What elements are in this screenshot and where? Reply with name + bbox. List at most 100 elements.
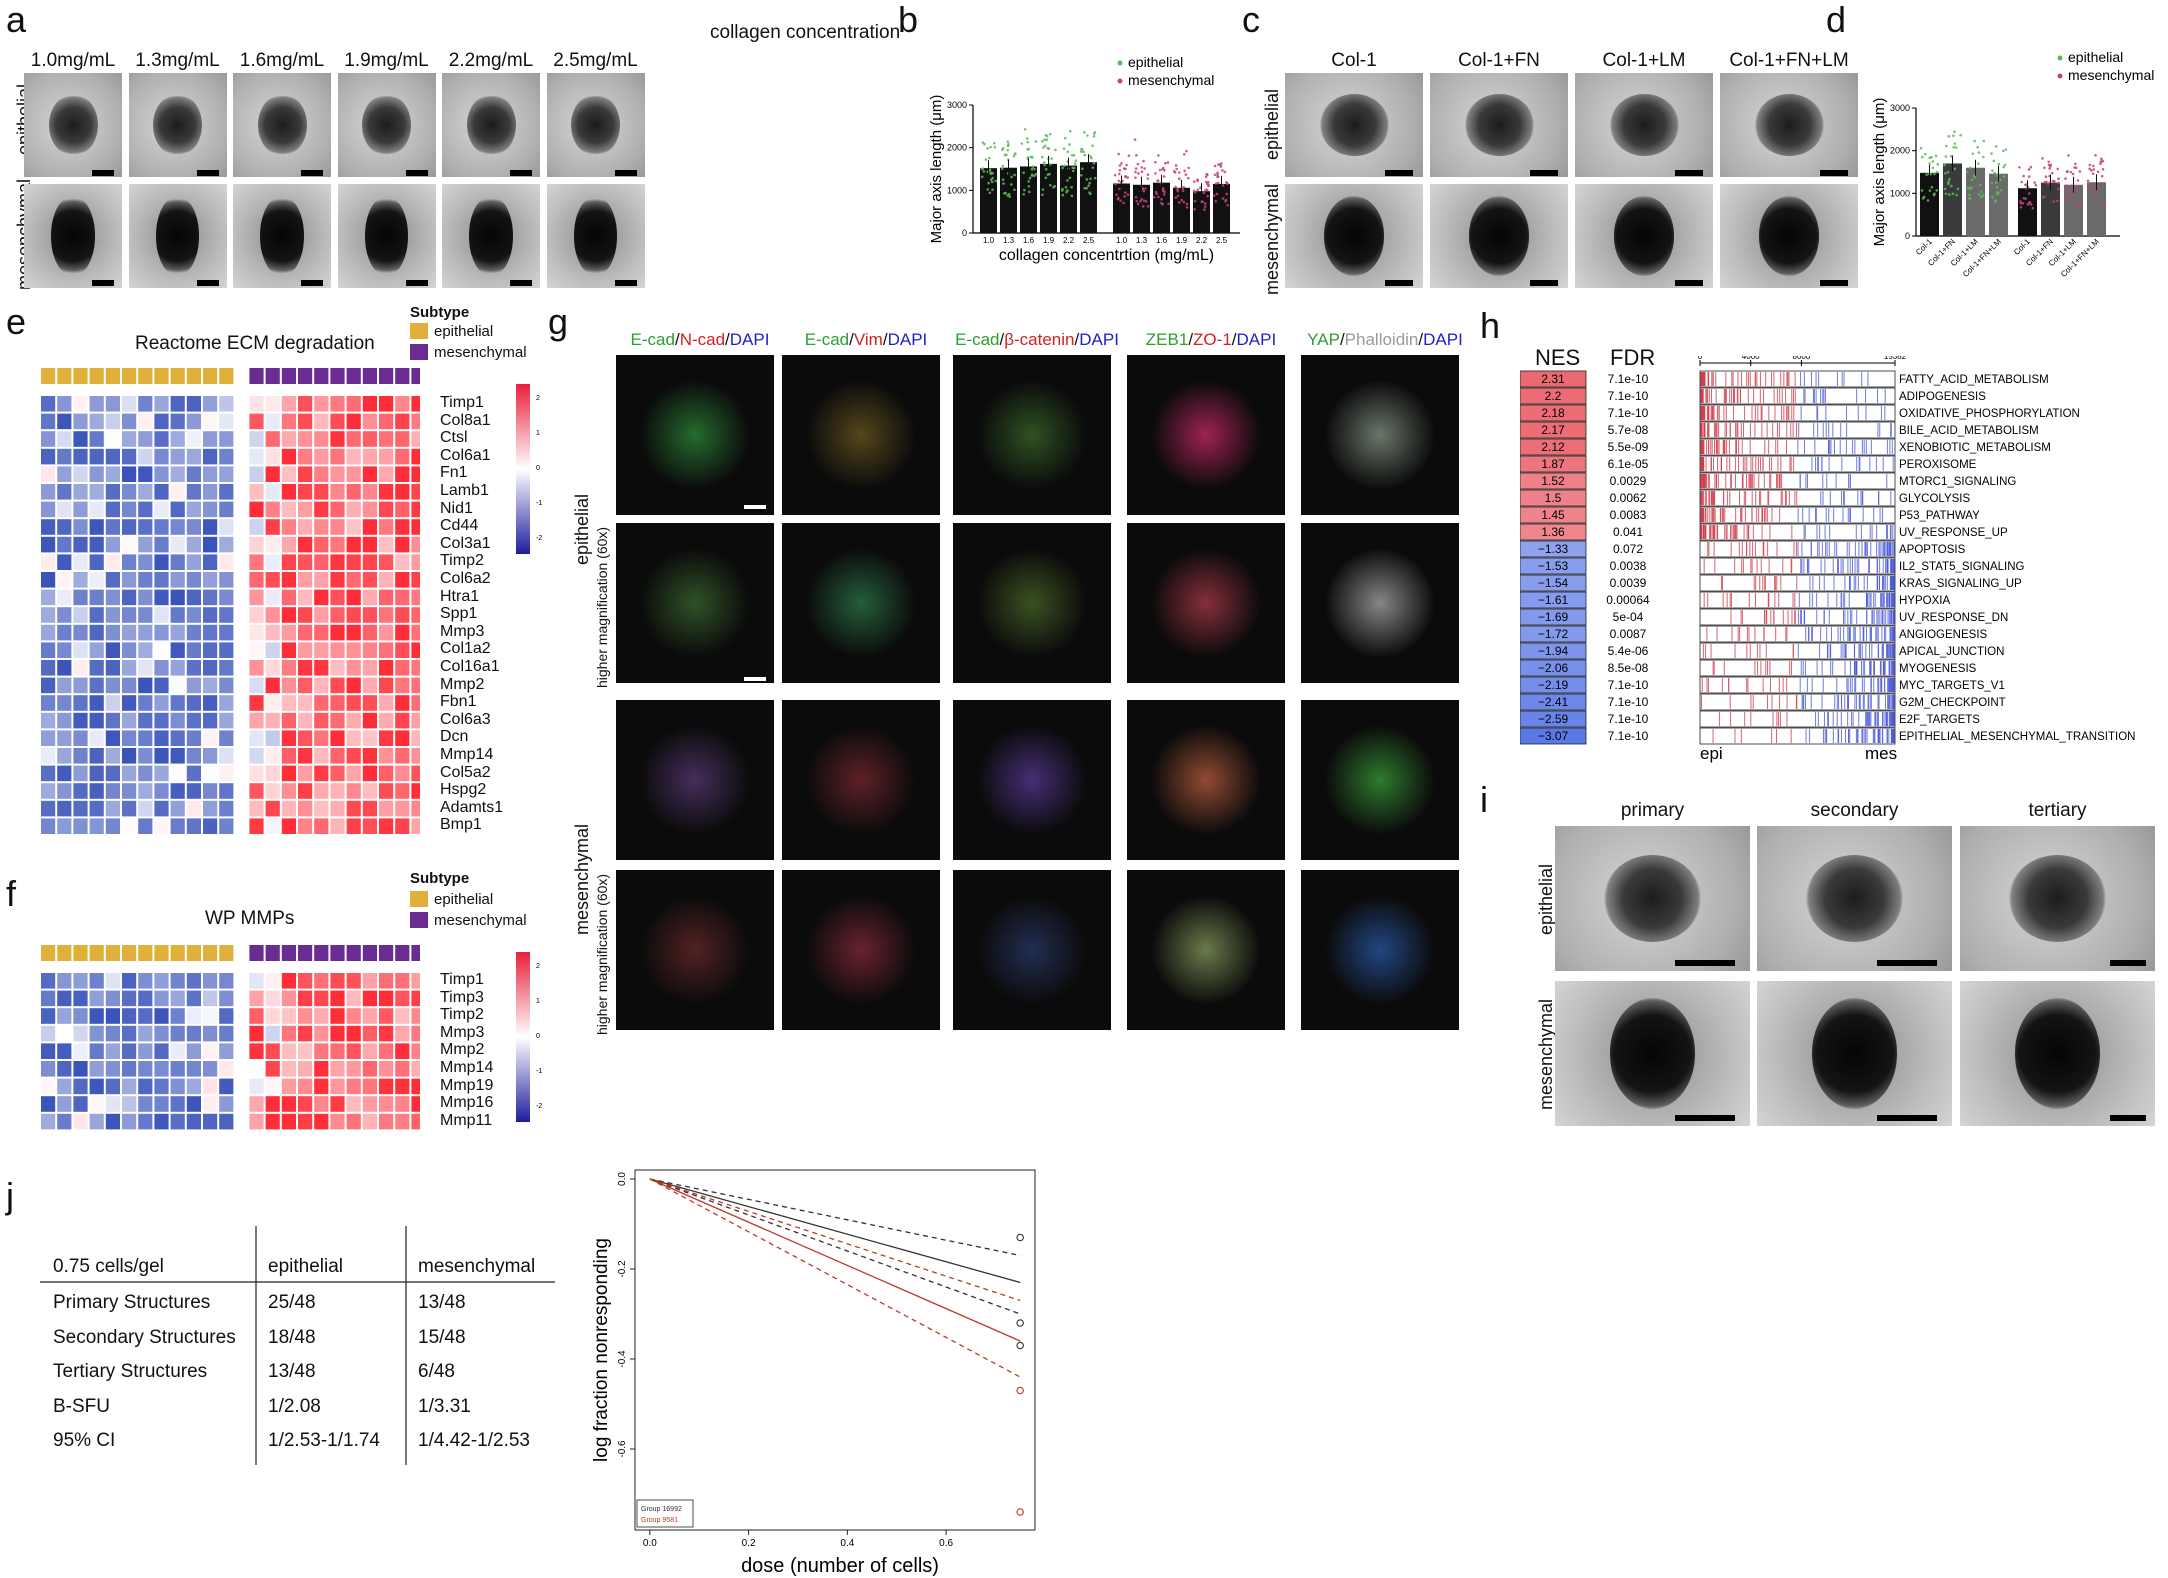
heatmap-cell — [281, 607, 296, 623]
heatmap-cell — [154, 712, 169, 729]
heatmap-cell — [379, 536, 394, 553]
y-tick-label: -0.6 — [617, 1440, 628, 1458]
fluorescence-signal — [639, 547, 751, 659]
heatmap-cell — [122, 466, 137, 482]
heatmap-cell — [154, 730, 169, 746]
data-point — [1196, 188, 1200, 192]
subtype-annotation-cell — [298, 368, 313, 384]
panel-g-column-label: E-cad/β-catenin/DAPI — [953, 330, 1121, 350]
heatmap-cell — [170, 1008, 185, 1024]
heatmap-cell — [154, 1043, 169, 1059]
data-point — [2088, 163, 2092, 167]
micrograph-mesenchymal — [1960, 981, 2155, 1126]
fdr-value: 0.072 — [1613, 542, 1643, 556]
y-axis-label: Major axis length (μm) — [928, 95, 945, 244]
heatmap-cell — [314, 589, 329, 606]
stain-label: / — [1231, 330, 1237, 349]
heatmap-cell — [411, 818, 420, 834]
heatmap-cell — [362, 1008, 377, 1024]
data-point — [2095, 199, 2098, 202]
data-point — [1968, 166, 1972, 170]
heatmap-cell — [203, 642, 218, 658]
heatmap-cell — [89, 660, 104, 676]
heatmap-cell — [379, 572, 394, 588]
data-point — [1999, 178, 2002, 182]
heatmap-cell — [186, 1025, 201, 1042]
y-tick-label: 0.0 — [617, 1172, 628, 1186]
data-point — [1160, 201, 1163, 205]
data-point — [1977, 151, 1981, 154]
bar — [1153, 182, 1170, 233]
y-tick-label: -0.2 — [617, 1260, 628, 1278]
scale-bar — [1877, 960, 1937, 966]
heatmap-cell — [281, 1008, 296, 1024]
heatmap-cell — [89, 748, 104, 764]
data-point — [1161, 189, 1165, 193]
heatmap-cell — [138, 818, 153, 834]
heatmap-cell — [314, 572, 329, 588]
heatmap-cell — [186, 431, 201, 447]
heatmap-cell — [122, 990, 137, 1007]
heatmap-cell — [346, 607, 361, 623]
data-point — [1920, 189, 1924, 192]
subtype-annotation-cell — [281, 368, 296, 384]
heatmap-cell — [170, 818, 185, 834]
heatmap-cell — [57, 589, 72, 606]
heatmap-cell — [314, 396, 329, 412]
heatmap-cell — [346, 1078, 361, 1095]
data-point — [2041, 196, 2045, 199]
heatmap-cell — [122, 413, 137, 430]
heatmap-cell — [73, 448, 88, 465]
data-point — [2031, 206, 2035, 210]
fluorescence-micrograph — [953, 355, 1111, 515]
data-point — [1045, 138, 1049, 142]
heatmap-cell — [203, 607, 218, 623]
heatmap-cell — [265, 712, 280, 729]
data-point — [1079, 173, 1083, 177]
heatmap-cell — [395, 973, 410, 989]
fdr-value: 0.0087 — [1610, 627, 1647, 641]
heatmap-cell — [281, 973, 296, 989]
heatmap-cell — [281, 536, 296, 553]
heatmap-cell — [395, 730, 410, 746]
heatmap-cell — [219, 677, 234, 694]
heatmap-cell — [265, 572, 280, 588]
heatmap-cell — [41, 818, 56, 834]
legend-marker — [2057, 73, 2063, 79]
heatmap-cell — [122, 431, 137, 447]
gene-label: Dcn — [440, 728, 469, 746]
data-point — [1204, 175, 1208, 179]
stain-label: / — [849, 330, 854, 349]
data-point — [2065, 184, 2068, 187]
panel-e-heatmap — [41, 368, 420, 834]
subtype-annotation-cell — [186, 368, 201, 384]
heatmap-cell — [170, 589, 185, 606]
table-cell: Tertiary Structures — [53, 1361, 208, 1382]
heatmap-cell — [57, 712, 72, 729]
data-point — [1953, 167, 1957, 171]
heatmap-cell — [379, 1113, 394, 1130]
data-point — [1995, 174, 1999, 177]
gene-label: Col1a2 — [440, 640, 491, 658]
data-point — [1204, 202, 1207, 205]
data-point — [1947, 180, 1950, 184]
data-point — [1953, 142, 1957, 145]
heatmap-cell — [89, 572, 104, 588]
heatmap-cell — [138, 466, 153, 482]
heatmap-cell — [138, 730, 153, 746]
stain-label: β-catenin — [1004, 330, 1075, 349]
heatmap-cell — [154, 818, 169, 834]
heatmap-cell — [362, 1113, 377, 1130]
nes-cell — [1520, 455, 1587, 473]
enrichment-barcode-box — [1699, 557, 1896, 575]
data-point — [1123, 175, 1127, 178]
heatmap-cell — [219, 800, 234, 817]
heatmap-cell — [298, 800, 313, 817]
data-point — [1205, 172, 1209, 176]
heatmap-cell — [219, 1113, 234, 1130]
data-point — [1134, 167, 1138, 170]
heatmap-cell — [57, 973, 72, 989]
panel-c-column-label: Col-1+LM — [1602, 50, 1686, 71]
enrichment-barcode-box — [1699, 591, 1896, 609]
heatmap-cell — [105, 1078, 120, 1095]
